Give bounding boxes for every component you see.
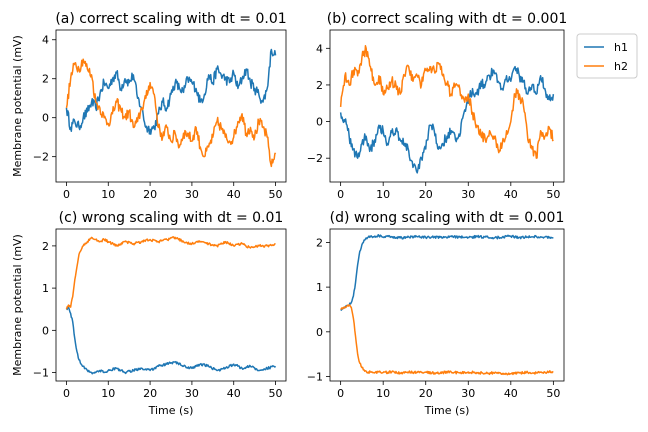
y-tick-label: −1 bbox=[307, 371, 323, 384]
x-tick-label: 0 bbox=[63, 387, 70, 400]
x-tick-label: 50 bbox=[546, 188, 560, 201]
y-tick-label: 1 bbox=[316, 281, 323, 294]
y-tick-label: 2 bbox=[316, 236, 323, 249]
x-tick-label: 20 bbox=[143, 387, 157, 400]
series-line-h2 bbox=[65, 236, 276, 310]
panel-c: 0 10 20 30 40 50 −1 0 1 2 (c) wrong scaling with d… bbox=[11, 210, 287, 417]
axes-frame bbox=[55, 29, 287, 183]
panel-d: 0 10 20 30 40 50 −1 0 1 2 (d) wrong scaling with d… bbox=[307, 210, 565, 417]
series-line-h2 bbox=[65, 58, 277, 168]
panel-title: (b) correct scaling with dt = 0.001 bbox=[327, 11, 568, 27]
y-tick-label: 2 bbox=[42, 240, 49, 253]
x-tick-label: 30 bbox=[461, 188, 475, 201]
panel-b: 0 10 20 30 40 50 −2 0 2 4 (b) correct scaling with… bbox=[307, 11, 567, 201]
x-tick-label: 0 bbox=[337, 387, 344, 400]
x-tick-label: 10 bbox=[101, 387, 115, 400]
panel-a: 0 10 20 30 40 50 −2 0 2 4 (a) correct scaling with… bbox=[11, 11, 287, 201]
y-tick-label: 0 bbox=[316, 116, 323, 129]
x-tick-label: 30 bbox=[185, 188, 199, 201]
x-tick-label: 20 bbox=[419, 387, 433, 400]
x-tick-label: 20 bbox=[143, 188, 157, 201]
x-tick-label: 40 bbox=[227, 188, 241, 201]
axes-frame bbox=[55, 228, 287, 382]
panel-title: (d) wrong scaling with dt = 0.001 bbox=[330, 210, 565, 226]
x-tick-label: 50 bbox=[269, 387, 283, 400]
series-line-h2 bbox=[339, 45, 554, 159]
series-line-h1 bbox=[66, 306, 277, 375]
y-axis-label: Membrane potential (mV) bbox=[11, 35, 24, 177]
x-tick-label: 40 bbox=[504, 188, 518, 201]
legend-box bbox=[576, 33, 638, 79]
series-line-h1 bbox=[65, 48, 277, 135]
x-tick-label: 0 bbox=[337, 188, 344, 201]
legend-label-h1: h1 bbox=[614, 41, 628, 54]
x-tick-label: 10 bbox=[101, 188, 115, 201]
x-axis-label: Time (s) bbox=[148, 404, 194, 417]
y-tick-label: −2 bbox=[307, 152, 323, 165]
x-axis-label: Time (s) bbox=[424, 404, 470, 417]
y-tick-label: 2 bbox=[316, 79, 323, 92]
x-tick-label: 50 bbox=[546, 387, 560, 400]
y-tick-label: 0 bbox=[42, 112, 49, 125]
x-tick-label: 30 bbox=[185, 387, 199, 400]
panel-title: (c) wrong scaling with dt = 0.01 bbox=[59, 210, 284, 226]
y-tick-label: −2 bbox=[33, 151, 49, 164]
x-tick-label: 20 bbox=[419, 188, 433, 201]
y-tick-label: −1 bbox=[33, 367, 49, 380]
legend-label-h2: h2 bbox=[614, 60, 628, 73]
axes-frame bbox=[329, 228, 565, 382]
y-tick-label: 0 bbox=[42, 324, 49, 337]
axes-frame bbox=[329, 29, 565, 183]
y-tick-label: 1 bbox=[42, 282, 49, 295]
x-tick-label: 30 bbox=[461, 387, 475, 400]
y-axis-label: Membrane potential (mV) bbox=[11, 234, 24, 376]
x-tick-label: 40 bbox=[504, 387, 518, 400]
series-line-h2 bbox=[340, 304, 554, 376]
x-tick-label: 0 bbox=[63, 188, 70, 201]
panel-title: (a) correct scaling with dt = 0.01 bbox=[55, 11, 286, 27]
series-line-h1 bbox=[339, 65, 555, 174]
y-tick-label: 0 bbox=[316, 326, 323, 339]
y-tick-label: 4 bbox=[42, 34, 49, 47]
y-tick-label: 4 bbox=[316, 42, 323, 55]
x-tick-label: 10 bbox=[376, 387, 390, 400]
x-tick-label: 10 bbox=[376, 188, 390, 201]
y-tick-label: 2 bbox=[42, 73, 49, 86]
x-tick-label: 40 bbox=[227, 387, 241, 400]
x-tick-label: 50 bbox=[269, 188, 283, 201]
series-line-h1 bbox=[340, 233, 554, 311]
